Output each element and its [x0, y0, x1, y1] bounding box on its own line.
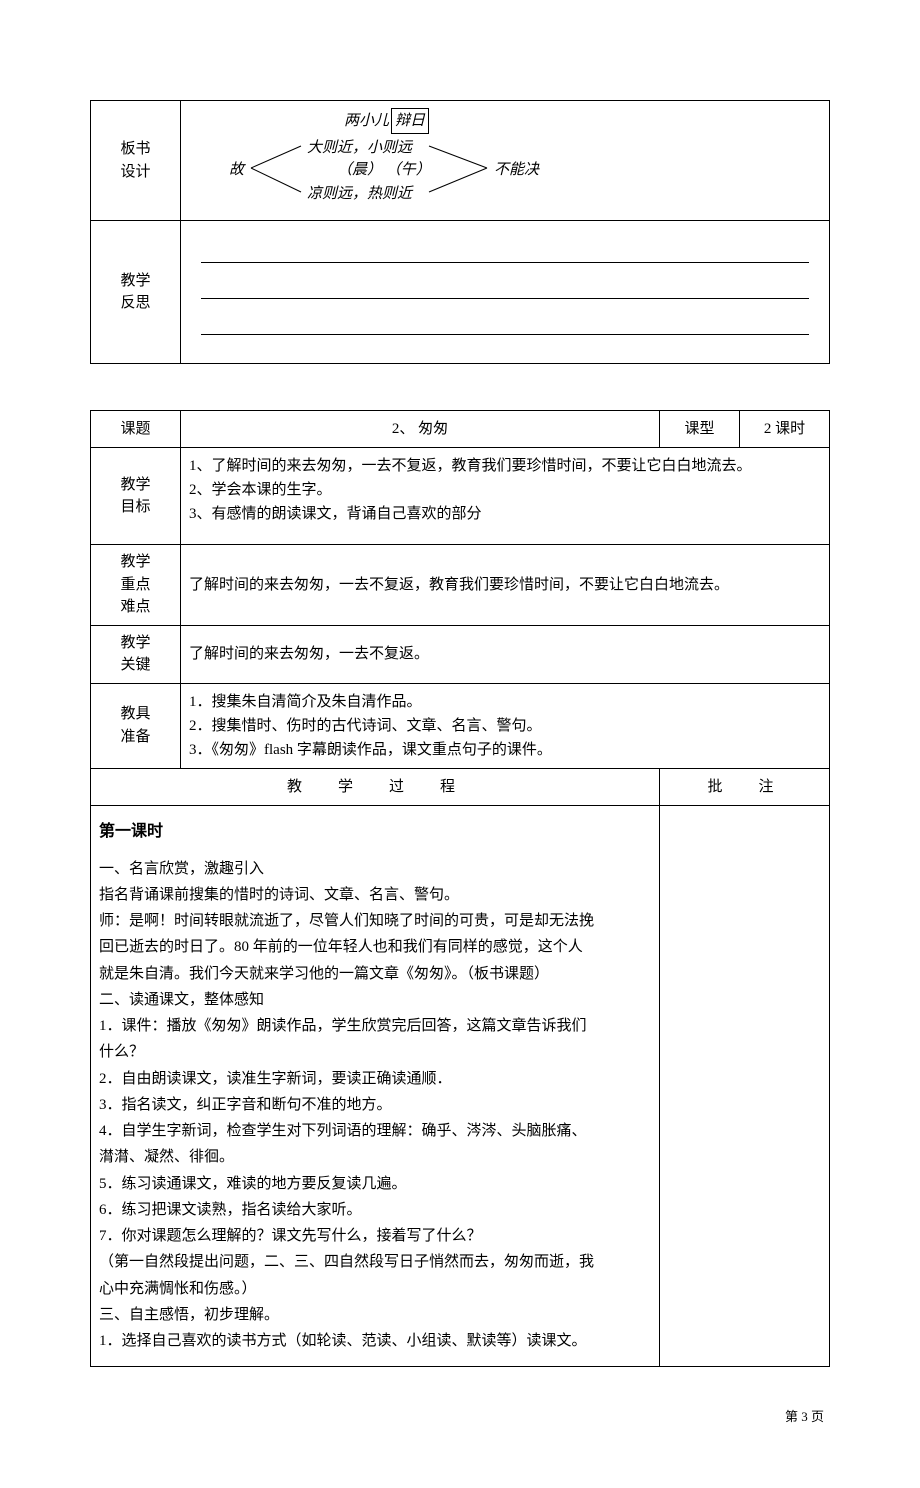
- label-text: 反思: [99, 292, 172, 315]
- goal-item: 3、有感情的朗读课文，背诵自己喜欢的部分: [189, 502, 821, 526]
- lesson-line: 潸潸、凝然、徘徊。: [99, 1144, 651, 1170]
- lesson-line: 二、读通课文，整体感知: [99, 987, 651, 1013]
- top-table: 板书 设计 两小儿辩日 故 大则近，小则远 （晨） （午） 凉则远，热则近 不能…: [90, 100, 830, 364]
- label-text: 教学: [99, 270, 172, 293]
- process-header-row: 教学过程 批注: [91, 768, 830, 805]
- title-value: 2、 匆匆: [181, 411, 660, 448]
- lesson-table: 课题 2、 匆匆 课型 2 课时 教学 目标 1、了解时间的来去匆匆，一去不复返…: [90, 410, 830, 1367]
- label-text: 准备: [99, 726, 172, 749]
- type-label: 课型: [660, 411, 740, 448]
- label-text: 难点: [99, 596, 172, 619]
- diagram-right: 不能决: [494, 158, 539, 182]
- title-box: 辩日: [391, 108, 429, 134]
- lesson-line: 什么？: [99, 1039, 651, 1065]
- lesson-line: 指名背诵课前搜集的惜时的诗词、文章、名言、警句。: [99, 882, 651, 908]
- lesson-line: 1．选择自己喜欢的读书方式（如轮读、范读、小组读、默读等）读课文。: [99, 1328, 651, 1354]
- lesson-line: 2．自由朗读课文，读准生字新词，要读正确读通顺．: [99, 1066, 651, 1092]
- lesson-line: 就是朱自清。我们今天就来学习他的一篇文章《匆匆》。（板书课题）: [99, 961, 651, 987]
- prep-row: 教具 准备 1．搜集朱自清简介及朱自清作品。 2．搜集惜时、伤时的古代诗词、文章…: [91, 683, 830, 768]
- goals-content: 1、了解时间的来去匆匆，一去不复返，教育我们要珍惜时间，不要让它白白地流去。 2…: [181, 448, 830, 545]
- label-text: 教学: [99, 474, 172, 497]
- label-text: 板书: [99, 138, 172, 161]
- title-prefix: 两小儿: [344, 113, 389, 129]
- goals-row: 教学 目标 1、了解时间的来去匆匆，一去不复返，教育我们要珍惜时间，不要让它白白…: [91, 448, 830, 545]
- prep-content: 1．搜集朱自清简介及朱自清作品。 2．搜集惜时、伤时的古代诗词、文章、名言、警句…: [181, 683, 830, 768]
- label-text: 教学: [99, 632, 172, 655]
- label-text: 关键: [99, 654, 172, 677]
- lesson-line: 6．练习把课文读熟，指名读给大家听。: [99, 1197, 651, 1223]
- notes-header: 批注: [660, 768, 830, 805]
- lesson-line: 一、名言欣赏，激趣引入: [99, 856, 651, 882]
- goal-item: 2、学会本课的生字。: [189, 478, 821, 502]
- lesson-body: 第一课时 一、名言欣赏，激趣引入指名背诵课前搜集的惜时的诗词、文章、名言、警句。…: [91, 805, 660, 1367]
- focus-label: 教学 重点 难点: [91, 545, 181, 626]
- reflection-label: 教学 反思: [91, 221, 181, 364]
- lesson-line: 回已逝去的时日了。80 年前的一位年轻人也和我们有同样的感觉，这个人: [99, 934, 651, 960]
- reflection-lines: [181, 221, 830, 364]
- blank-line: [201, 277, 809, 299]
- focus-content: 了解时间的来去匆匆，一去不复返，教育我们要珍惜时间，不要让它白白地流去。: [181, 545, 830, 626]
- blank-line: [201, 313, 809, 335]
- label-text: 目标: [99, 496, 172, 519]
- notes-column: [660, 805, 830, 1367]
- label-text: 教具: [99, 703, 172, 726]
- board-design-label: 板书 设计: [91, 101, 181, 221]
- key-label: 教学 关键: [91, 625, 181, 683]
- diagram-branch-bottom: 凉则远，热则近: [307, 182, 412, 206]
- lesson-line: （第一自然段提出问题，二、三、四自然段写日子悄然而去，匆匆而逝，我: [99, 1249, 651, 1275]
- goals-label: 教学 目标: [91, 448, 181, 545]
- diagram-branch-top: 大则近，小则远: [307, 136, 412, 160]
- hours-value: 2 课时: [740, 411, 830, 448]
- lesson-line: 4．自学生字新词，检查学生对下列词语的理解：确乎、涔涔、头脑胀痛、: [99, 1118, 651, 1144]
- lesson-line: 师：是啊！时间转眼就流逝了，尽管人们知晓了时间的可贵，可是却无法挽: [99, 908, 651, 934]
- board-design-diagram: 两小儿辩日 故 大则近，小则远 （晨） （午） 凉则远，热则近 不能决: [181, 101, 830, 221]
- lesson-line: 1．课件：播放《匆匆》朗读作品，学生欣赏完后回答，这篇文章告诉我们: [99, 1013, 651, 1039]
- label-text: 教学: [99, 551, 172, 574]
- prep-item: 3．《匆匆》flash 字幕朗读作品，课文重点句子的课件。: [189, 738, 821, 762]
- diagram-wrap: 两小儿辩日 故 大则近，小则远 （晨） （午） 凉则远，热则近 不能决: [229, 108, 549, 213]
- lesson-line: 5．练习读通课文，难读的地方要反复读几遍。: [99, 1171, 651, 1197]
- key-row: 教学 关键 了解时间的来去匆匆，一去不复返。: [91, 625, 830, 683]
- lesson-line: 心中充满惆怅和伤感。）: [99, 1276, 651, 1302]
- lesson-line: 3．指名读文，纠正字音和断句不准的地方。: [99, 1092, 651, 1118]
- process-body-row: 第一课时 一、名言欣赏，激趣引入指名背诵课前搜集的惜时的诗词、文章、名言、警句。…: [91, 805, 830, 1367]
- diagram-left: 故: [229, 158, 244, 182]
- focus-row: 教学 重点 难点 了解时间的来去匆匆，一去不复返，教育我们要珍惜时间，不要让它白…: [91, 545, 830, 626]
- lesson-heading: 第一课时: [99, 818, 651, 846]
- label-text: 设计: [99, 161, 172, 184]
- prep-item: 1．搜集朱自清简介及朱自清作品。: [189, 690, 821, 714]
- section-spacer: [90, 364, 830, 410]
- blank-line: [201, 241, 809, 263]
- prep-item: 2．搜集惜时、伤时的古代诗词、文章、名言、警句。: [189, 714, 821, 738]
- diagram-branch-mid: （晨） （午）: [337, 158, 431, 182]
- process-header: 教学过程: [91, 768, 660, 805]
- lesson-line: 7．你对课题怎么理解的？课文先写什么，接着写了什么？: [99, 1223, 651, 1249]
- diagram-title: 两小儿辩日: [344, 108, 429, 134]
- prep-label: 教具 准备: [91, 683, 181, 768]
- goal-item: 1、了解时间的来去匆匆，一去不复返，教育我们要珍惜时间，不要让它白白地流去。: [189, 454, 821, 478]
- title-label: 课题: [91, 411, 181, 448]
- page-footer: 第 3 页: [90, 1407, 830, 1428]
- label-text: 重点: [99, 574, 172, 597]
- lesson-line: 三、自主感悟，初步理解。: [99, 1302, 651, 1328]
- lesson-lines: 一、名言欣赏，激趣引入指名背诵课前搜集的惜时的诗词、文章、名言、警句。师：是啊！…: [99, 856, 651, 1355]
- header-row: 课题 2、 匆匆 课型 2 课时: [91, 411, 830, 448]
- key-content: 了解时间的来去匆匆，一去不复返。: [181, 625, 830, 683]
